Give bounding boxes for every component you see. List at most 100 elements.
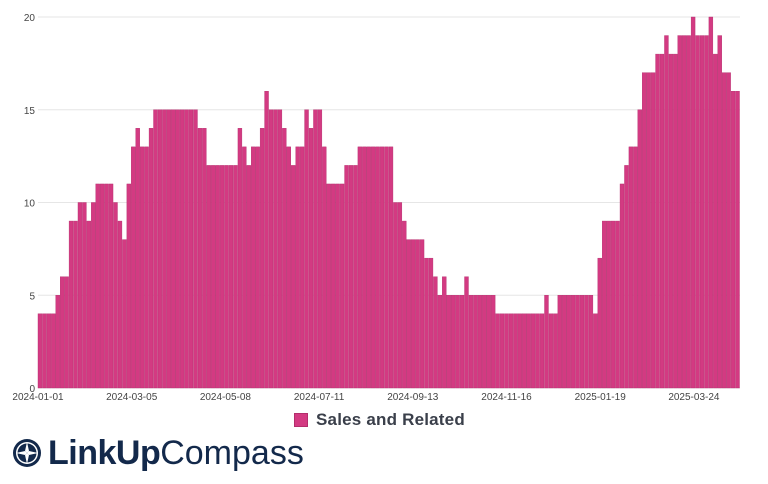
bar[interactable] (690, 16, 696, 389)
bar[interactable] (157, 109, 163, 389)
bar[interactable] (513, 313, 518, 389)
bar[interactable] (455, 295, 460, 389)
bar[interactable] (735, 90, 740, 389)
bar[interactable] (699, 35, 705, 389)
bar[interactable] (655, 53, 660, 389)
bar[interactable] (637, 109, 642, 389)
bar[interactable] (419, 239, 425, 389)
bar[interactable] (362, 146, 367, 389)
bar[interactable] (228, 165, 234, 389)
bar[interactable] (219, 165, 225, 389)
bar[interactable] (255, 146, 260, 389)
bar[interactable] (179, 109, 185, 389)
bar[interactable] (268, 109, 274, 389)
bar[interactable] (95, 183, 100, 389)
bar[interactable] (610, 220, 616, 389)
bar[interactable] (104, 183, 109, 389)
bar[interactable] (411, 239, 416, 389)
bar[interactable] (117, 220, 123, 389)
bar[interactable] (60, 276, 65, 389)
bar[interactable] (113, 202, 118, 389)
legend[interactable]: Sales and Related (294, 410, 465, 430)
bar[interactable] (397, 202, 403, 389)
bar[interactable] (695, 35, 700, 389)
bar[interactable] (135, 128, 140, 389)
bar[interactable] (535, 313, 540, 389)
bar[interactable] (659, 53, 665, 389)
bar[interactable] (37, 313, 43, 389)
bar[interactable] (388, 146, 394, 389)
bar[interactable] (428, 257, 434, 389)
bar[interactable] (499, 313, 505, 389)
bar[interactable] (339, 183, 345, 389)
bar[interactable] (322, 146, 327, 389)
bar[interactable] (215, 165, 220, 389)
bar[interactable] (442, 276, 447, 389)
bar[interactable] (51, 313, 56, 389)
bar[interactable] (139, 146, 145, 389)
bar[interactable] (344, 165, 349, 389)
bar[interactable] (308, 128, 314, 389)
bar[interactable] (126, 183, 132, 389)
bar[interactable] (424, 257, 429, 389)
bar[interactable] (468, 295, 474, 389)
bar[interactable] (193, 109, 198, 389)
bar[interactable] (433, 276, 438, 389)
bar[interactable] (588, 295, 594, 389)
bar[interactable] (357, 146, 363, 389)
bar[interactable] (304, 109, 309, 389)
bar[interactable] (459, 295, 465, 389)
bar[interactable] (335, 183, 340, 389)
bar[interactable] (42, 313, 47, 389)
bar[interactable] (673, 53, 678, 389)
bar[interactable] (299, 146, 305, 389)
bar[interactable] (628, 146, 634, 389)
bar[interactable] (579, 295, 585, 389)
bar[interactable] (197, 128, 203, 389)
bar[interactable] (242, 146, 247, 389)
bar[interactable] (526, 313, 531, 389)
bar[interactable] (202, 128, 207, 389)
bar[interactable] (548, 313, 554, 389)
bar[interactable] (624, 165, 629, 389)
bar[interactable] (64, 276, 69, 389)
bar[interactable] (291, 165, 296, 389)
bar[interactable] (650, 72, 656, 389)
bar[interactable] (646, 72, 651, 389)
bar[interactable] (188, 109, 194, 389)
bar[interactable] (353, 165, 358, 389)
bar[interactable] (366, 146, 371, 389)
bar[interactable] (553, 313, 558, 389)
bar[interactable] (539, 313, 545, 389)
bar[interactable] (517, 313, 522, 389)
bar[interactable] (730, 90, 736, 389)
bar[interactable] (286, 146, 291, 389)
bar[interactable] (686, 35, 691, 389)
bar[interactable] (726, 72, 731, 389)
bar[interactable] (375, 146, 380, 389)
bar[interactable] (575, 295, 580, 389)
bar[interactable] (295, 146, 300, 389)
bar[interactable] (82, 202, 87, 389)
bar[interactable] (73, 220, 78, 389)
bar[interactable] (259, 128, 265, 389)
bar[interactable] (615, 220, 620, 389)
bar[interactable] (530, 313, 536, 389)
bar[interactable] (677, 35, 682, 389)
bar[interactable] (446, 295, 451, 389)
bar[interactable] (682, 35, 687, 389)
bar[interactable] (393, 202, 398, 389)
bar[interactable] (348, 165, 354, 389)
bar[interactable] (557, 295, 562, 389)
bar[interactable] (602, 220, 607, 389)
bar[interactable] (77, 202, 83, 389)
bar[interactable] (570, 295, 576, 389)
bar[interactable] (317, 109, 323, 389)
bar[interactable] (206, 165, 211, 389)
bar[interactable] (402, 220, 407, 389)
bar[interactable] (490, 295, 496, 389)
bar[interactable] (566, 295, 571, 389)
bar[interactable] (91, 202, 96, 389)
bar[interactable] (211, 165, 216, 389)
bar[interactable] (233, 165, 238, 389)
